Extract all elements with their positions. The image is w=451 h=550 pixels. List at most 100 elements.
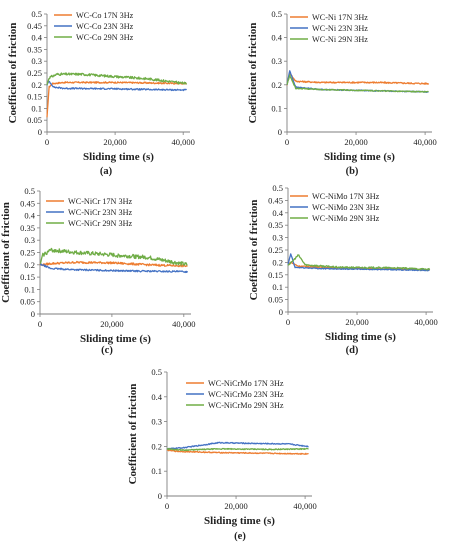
legend-entry: WC-Ni 23N 3Hz bbox=[312, 24, 368, 33]
y-tick-label: 0.35 bbox=[268, 220, 283, 230]
x-tick-label: 0 bbox=[45, 137, 49, 147]
x-axis-title: Sliding time (s) bbox=[325, 331, 396, 343]
legend-entry: WC-NiCr 29N 3Hz bbox=[68, 219, 132, 228]
y-tick-label: 0 bbox=[279, 307, 283, 317]
x-tick-label: 20,000 bbox=[344, 137, 367, 147]
x-tick-label: 0 bbox=[38, 319, 42, 329]
x-axis-title: Sliding time (s) bbox=[204, 515, 275, 527]
y-tick-label: 0.3 bbox=[151, 417, 162, 427]
chart-panel-e: 0 0.1 0.2 0.3 0.4 0.5 0 20,000 40,000 WC-NiCrMo 1… bbox=[127, 367, 317, 542]
series-line-green bbox=[46, 72, 188, 86]
y-axis-title: Coefficient of friction bbox=[247, 23, 259, 124]
y-tick-label: 0.5 bbox=[31, 9, 42, 19]
chart-panel-d: 0 0.05 0.1 0.15 0.2 0.25 0.3 0.35 0.4 0.45 0.5 0 20,… bbox=[248, 183, 438, 356]
legend-entry: WC-NiCrMo 17N 3Hz bbox=[208, 379, 284, 388]
x-tick-label: 20,000 bbox=[103, 137, 126, 147]
series-line-orange bbox=[286, 72, 430, 86]
x-axis-title: Sliding time (s) bbox=[80, 333, 151, 345]
y-tick-label: 0.3 bbox=[271, 56, 282, 66]
legend-entry: WC-NiMo 29N 3Hz bbox=[312, 214, 380, 223]
y-tick-label: 0.1 bbox=[31, 103, 42, 113]
legend-entry: WC-NiCr 23N 3Hz bbox=[68, 208, 132, 217]
legend-entry: WC-NiCr 17N 3Hz bbox=[68, 197, 132, 206]
y-tick-label: 0.4 bbox=[272, 208, 283, 218]
y-tick-label: 0.3 bbox=[24, 235, 35, 245]
series-line-blue bbox=[46, 80, 188, 92]
panel-caption: (c) bbox=[101, 345, 113, 356]
chart-panel-c: 0 0.05 0.1 0.15 0.2 0.25 0.3 0.35 0.4 0.45 0.5 0 20,… bbox=[0, 186, 195, 356]
y-tick-label: 0.2 bbox=[272, 257, 283, 267]
series-line-blue bbox=[166, 441, 309, 450]
x-axis-title: Sliding time (s) bbox=[83, 151, 154, 163]
x-axis-title: Sliding time (s) bbox=[324, 151, 395, 163]
legend-entry: WC-NiCrMo 23N 3Hz bbox=[208, 390, 284, 399]
series-line-green bbox=[166, 447, 309, 452]
y-tick-label: 0.5 bbox=[24, 186, 35, 196]
y-tick-label: 0 bbox=[31, 309, 35, 319]
legend-entry: WC-NiCrMo 29N 3Hz bbox=[208, 401, 284, 410]
panel-caption: (d) bbox=[346, 345, 359, 356]
series-line-green bbox=[39, 247, 188, 266]
y-tick-label: 0.45 bbox=[268, 195, 283, 205]
y-tick-label: 0.25 bbox=[20, 248, 35, 258]
y-tick-label: 0.2 bbox=[31, 80, 42, 90]
x-tick-label: 0 bbox=[285, 137, 289, 147]
y-tick-label: 0.1 bbox=[151, 466, 162, 476]
y-tick-label: 0.2 bbox=[24, 260, 35, 270]
y-tick-label: 0.5 bbox=[271, 9, 282, 19]
y-axis-title: Coefficient of friction bbox=[127, 384, 139, 485]
y-tick-label: 0.2 bbox=[271, 80, 282, 90]
x-tick-label: 0 bbox=[286, 317, 290, 327]
y-tick-label: 0.4 bbox=[151, 392, 162, 402]
series-line-orange bbox=[46, 81, 188, 118]
y-tick-label: 0.15 bbox=[268, 270, 283, 280]
x-tick-label: 40,000 bbox=[172, 137, 195, 147]
x-tick-label: 40,000 bbox=[413, 137, 436, 147]
x-tick-label: 20,000 bbox=[224, 501, 247, 511]
legend-entry: WC-Ni 17N 3Hz bbox=[312, 13, 368, 22]
y-tick-label: 0.15 bbox=[27, 92, 42, 102]
x-tick-label: 40,000 bbox=[293, 501, 316, 511]
y-tick-label: 0.45 bbox=[27, 21, 42, 31]
y-tick-label: 0.4 bbox=[271, 33, 282, 43]
series-line-orange bbox=[166, 449, 309, 455]
series-line-orange bbox=[39, 260, 188, 268]
y-tick-label: 0.45 bbox=[20, 198, 35, 208]
x-tick-label: 0 bbox=[165, 501, 169, 511]
chart-panel-a: 0 0.05 0.10.15 0.2 0.25 0.3 0.350.4 0.45 0.5 0 20,… bbox=[7, 9, 195, 177]
series-line-blue bbox=[287, 253, 430, 272]
y-axis-title: Coefficient of friction bbox=[0, 202, 12, 303]
y-tick-label: 0.25 bbox=[27, 68, 42, 78]
legend-entry: WC-Co 29N 3Hz bbox=[76, 33, 134, 42]
series-line-blue bbox=[39, 263, 188, 274]
y-tick-label: 0.25 bbox=[268, 245, 283, 255]
x-tick-label: 40,000 bbox=[414, 317, 437, 327]
series-line-green bbox=[286, 74, 429, 93]
y-tick-label: 0.5 bbox=[151, 367, 162, 377]
chart-panel-b: 0 0.1 0.2 0.3 0.4 0.5 0 20,000 40,000 WC-Ni 17N 3… bbox=[247, 9, 437, 177]
y-tick-label: 0.1 bbox=[271, 103, 282, 113]
y-tick-label: 0.3 bbox=[31, 56, 42, 66]
series-line-green bbox=[287, 254, 431, 271]
legend-entry: WC-NiMo 23N 3Hz bbox=[312, 203, 380, 212]
y-tick-label: 0.4 bbox=[31, 33, 42, 43]
x-tick-label: 20,000 bbox=[100, 319, 123, 329]
y-tick-label: 0 bbox=[38, 127, 42, 137]
series-line-orange bbox=[287, 261, 431, 271]
y-tick-label: 0.05 bbox=[20, 297, 35, 307]
y-axis-title: Coefficient of friction bbox=[7, 23, 19, 124]
legend-entry: WC-Ni 29N 3Hz bbox=[312, 35, 368, 44]
x-tick-label: 40,000 bbox=[172, 319, 195, 329]
y-tick-label: 0 bbox=[278, 127, 282, 137]
legend-entry: WC-Co 17N 3Hz bbox=[76, 11, 134, 20]
y-tick-label: 0.15 bbox=[20, 272, 35, 282]
y-tick-label: 0.35 bbox=[27, 44, 42, 54]
y-tick-label: 0.2 bbox=[151, 441, 162, 451]
x-tick-label: 20,000 bbox=[345, 317, 368, 327]
y-tick-label: 0.1 bbox=[24, 284, 35, 294]
panel-caption: (b) bbox=[346, 166, 359, 177]
y-tick-label: 0.1 bbox=[272, 282, 283, 292]
y-tick-label: 0 bbox=[158, 491, 162, 501]
y-axis-title: Coefficient of friction bbox=[248, 200, 260, 301]
